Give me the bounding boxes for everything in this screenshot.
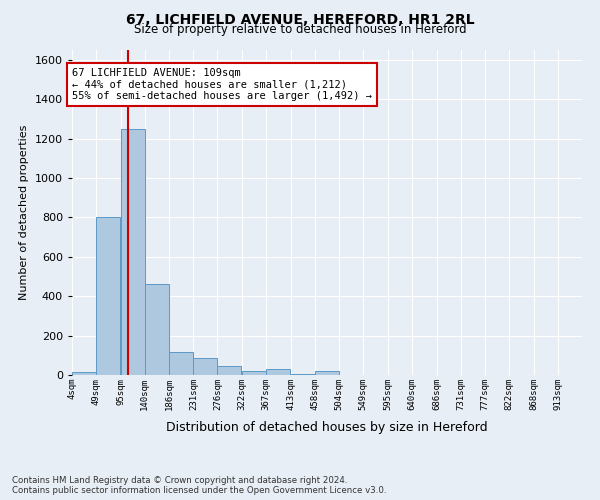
Bar bbox=[217, 366, 241, 375]
Y-axis label: Number of detached properties: Number of detached properties bbox=[19, 125, 29, 300]
Bar bbox=[96, 218, 120, 375]
Text: Size of property relative to detached houses in Hereford: Size of property relative to detached ho… bbox=[134, 22, 466, 36]
Text: Contains HM Land Registry data © Crown copyright and database right 2024.
Contai: Contains HM Land Registry data © Crown c… bbox=[12, 476, 386, 495]
Bar bbox=[242, 371, 266, 375]
Text: 67 LICHFIELD AVENUE: 109sqm
← 44% of detached houses are smaller (1,212)
55% of : 67 LICHFIELD AVENUE: 109sqm ← 44% of det… bbox=[72, 68, 372, 101]
X-axis label: Distribution of detached houses by size in Hereford: Distribution of detached houses by size … bbox=[166, 421, 488, 434]
Bar bbox=[266, 369, 290, 375]
Bar bbox=[121, 129, 145, 375]
Bar bbox=[193, 358, 217, 375]
Bar bbox=[315, 371, 339, 375]
Bar bbox=[290, 374, 315, 375]
Bar bbox=[72, 372, 96, 375]
Bar bbox=[169, 352, 193, 375]
Text: 67, LICHFIELD AVENUE, HEREFORD, HR1 2RL: 67, LICHFIELD AVENUE, HEREFORD, HR1 2RL bbox=[125, 12, 475, 26]
Bar bbox=[145, 284, 169, 375]
